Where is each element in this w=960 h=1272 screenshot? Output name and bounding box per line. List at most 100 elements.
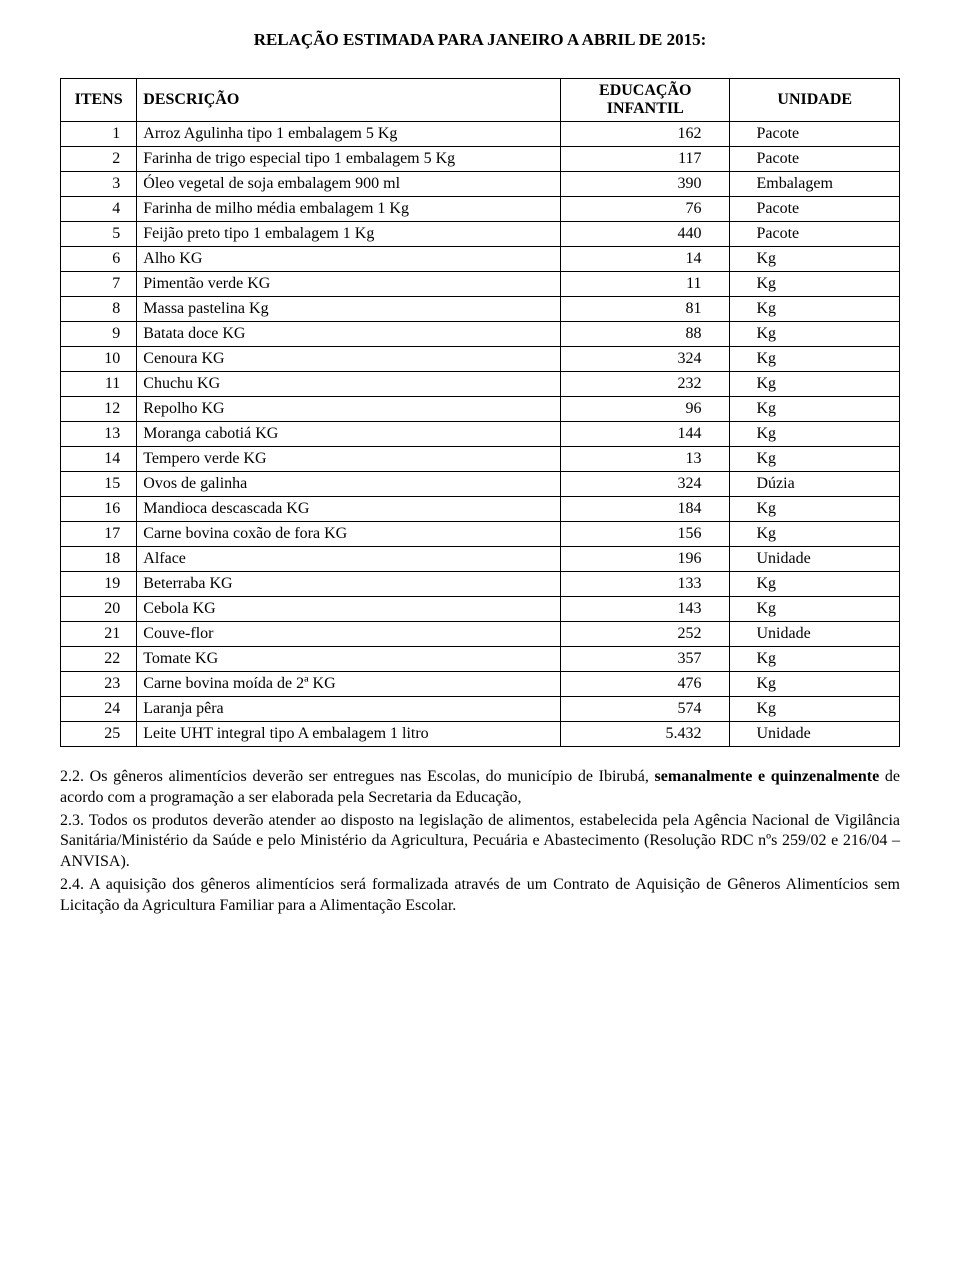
cell-descricao: Alho KG bbox=[137, 247, 561, 272]
table-row: 13Moranga cabotiá KG144Kg bbox=[61, 422, 900, 447]
header-descricao: DESCRIÇÃO bbox=[137, 79, 561, 122]
cell-unit: Dúzia bbox=[730, 472, 900, 497]
cell-qty: 232 bbox=[561, 372, 730, 397]
cell-descricao: Couve-flor bbox=[137, 622, 561, 647]
cell-itens: 14 bbox=[61, 447, 137, 472]
table-row: 10Cenoura KG324Kg bbox=[61, 347, 900, 372]
cell-itens: 5 bbox=[61, 222, 137, 247]
cell-unit: Kg bbox=[730, 322, 900, 347]
table-row: 3Óleo vegetal de soja embalagem 900 ml39… bbox=[61, 172, 900, 197]
cell-qty: 11 bbox=[561, 272, 730, 297]
cell-itens: 13 bbox=[61, 422, 137, 447]
table-row: 20Cebola KG143Kg bbox=[61, 597, 900, 622]
cell-unit: Kg bbox=[730, 247, 900, 272]
cell-qty: 5.432 bbox=[561, 722, 730, 747]
table-row: 11Chuchu KG232Kg bbox=[61, 372, 900, 397]
table-row: 16Mandioca descascada KG184Kg bbox=[61, 497, 900, 522]
cell-unit: Pacote bbox=[730, 122, 900, 147]
cell-unit: Embalagem bbox=[730, 172, 900, 197]
cell-unit: Kg bbox=[730, 497, 900, 522]
cell-descricao: Arroz Agulinha tipo 1 embalagem 5 Kg bbox=[137, 122, 561, 147]
cell-unit: Kg bbox=[730, 572, 900, 597]
header-educacao: EDUCAÇÃO INFANTIL bbox=[561, 79, 730, 122]
table-row: 6Alho KG14Kg bbox=[61, 247, 900, 272]
p1-text-a: 2.2. Os gêneros alimentícios deverão ser… bbox=[60, 768, 655, 785]
cell-itens: 11 bbox=[61, 372, 137, 397]
cell-itens: 15 bbox=[61, 472, 137, 497]
cell-qty: 162 bbox=[561, 122, 730, 147]
cell-itens: 4 bbox=[61, 197, 137, 222]
cell-descricao: Beterraba KG bbox=[137, 572, 561, 597]
cell-descricao: Leite UHT integral tipo A embalagem 1 li… bbox=[137, 722, 561, 747]
cell-qty: 117 bbox=[561, 147, 730, 172]
table-row: 25Leite UHT integral tipo A embalagem 1 … bbox=[61, 722, 900, 747]
cell-qty: 196 bbox=[561, 547, 730, 572]
cell-unit: Kg bbox=[730, 372, 900, 397]
cell-unit: Pacote bbox=[730, 222, 900, 247]
cell-descricao: Cebola KG bbox=[137, 597, 561, 622]
cell-unit: Unidade bbox=[730, 622, 900, 647]
cell-unit: Kg bbox=[730, 522, 900, 547]
cell-descricao: Ovos de galinha bbox=[137, 472, 561, 497]
table-row: 24Laranja pêra574Kg bbox=[61, 697, 900, 722]
cell-itens: 16 bbox=[61, 497, 137, 522]
cell-itens: 25 bbox=[61, 722, 137, 747]
cell-qty: 88 bbox=[561, 322, 730, 347]
cell-qty: 144 bbox=[561, 422, 730, 447]
p1-text-bold: semanalmente e quinzenalmente bbox=[655, 768, 880, 785]
cell-qty: 476 bbox=[561, 672, 730, 697]
cell-descricao: Farinha de trigo especial tipo 1 embalag… bbox=[137, 147, 561, 172]
cell-descricao: Mandioca descascada KG bbox=[137, 497, 561, 522]
table-row: 23Carne bovina moída de 2ª KG476Kg bbox=[61, 672, 900, 697]
cell-descricao: Tomate KG bbox=[137, 647, 561, 672]
cell-itens: 20 bbox=[61, 597, 137, 622]
cell-itens: 23 bbox=[61, 672, 137, 697]
table-row: 18Alface196Unidade bbox=[61, 547, 900, 572]
cell-unit: Unidade bbox=[730, 547, 900, 572]
paragraph-2-2: 2.2. Os gêneros alimentícios deverão ser… bbox=[60, 767, 900, 809]
cell-descricao: Pimentão verde KG bbox=[137, 272, 561, 297]
cell-unit: Kg bbox=[730, 697, 900, 722]
table-row: 15Ovos de galinha324Dúzia bbox=[61, 472, 900, 497]
table-row: 21Couve-flor252Unidade bbox=[61, 622, 900, 647]
cell-itens: 2 bbox=[61, 147, 137, 172]
cell-itens: 18 bbox=[61, 547, 137, 572]
cell-itens: 7 bbox=[61, 272, 137, 297]
table-row: 19Beterraba KG133Kg bbox=[61, 572, 900, 597]
items-table: ITENS DESCRIÇÃO EDUCAÇÃO INFANTIL UNIDAD… bbox=[60, 78, 900, 747]
cell-qty: 133 bbox=[561, 572, 730, 597]
cell-qty: 96 bbox=[561, 397, 730, 422]
cell-unit: Kg bbox=[730, 447, 900, 472]
cell-itens: 12 bbox=[61, 397, 137, 422]
table-row: 7Pimentão verde KG11Kg bbox=[61, 272, 900, 297]
cell-unit: Pacote bbox=[730, 147, 900, 172]
cell-descricao: Carne bovina moída de 2ª KG bbox=[137, 672, 561, 697]
cell-itens: 3 bbox=[61, 172, 137, 197]
cell-descricao: Laranja pêra bbox=[137, 697, 561, 722]
cell-descricao: Cenoura KG bbox=[137, 347, 561, 372]
cell-unit: Kg bbox=[730, 597, 900, 622]
cell-qty: 357 bbox=[561, 647, 730, 672]
cell-unit: Kg bbox=[730, 647, 900, 672]
cell-itens: 1 bbox=[61, 122, 137, 147]
cell-qty: 574 bbox=[561, 697, 730, 722]
cell-unit: Pacote bbox=[730, 197, 900, 222]
cell-unit: Kg bbox=[730, 297, 900, 322]
cell-itens: 6 bbox=[61, 247, 137, 272]
cell-qty: 324 bbox=[561, 347, 730, 372]
table-row: 2Farinha de trigo especial tipo 1 embala… bbox=[61, 147, 900, 172]
cell-itens: 17 bbox=[61, 522, 137, 547]
cell-unit: Kg bbox=[730, 397, 900, 422]
cell-qty: 13 bbox=[561, 447, 730, 472]
cell-unit: Kg bbox=[730, 347, 900, 372]
table-row: 4Farinha de milho média embalagem 1 Kg76… bbox=[61, 197, 900, 222]
table-row: 9Batata doce KG88Kg bbox=[61, 322, 900, 347]
cell-qty: 143 bbox=[561, 597, 730, 622]
cell-descricao: Farinha de milho média embalagem 1 Kg bbox=[137, 197, 561, 222]
cell-descricao: Alface bbox=[137, 547, 561, 572]
cell-descricao: Carne bovina coxão de fora KG bbox=[137, 522, 561, 547]
cell-itens: 9 bbox=[61, 322, 137, 347]
cell-qty: 76 bbox=[561, 197, 730, 222]
cell-descricao: Tempero verde KG bbox=[137, 447, 561, 472]
cell-descricao: Massa pastelina Kg bbox=[137, 297, 561, 322]
